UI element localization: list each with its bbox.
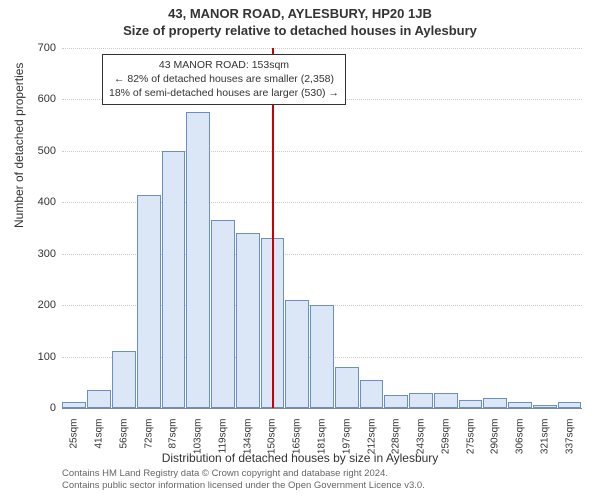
annotation-line2: ← 82% of detached houses are smaller (2,…	[109, 72, 339, 86]
histogram-bar	[409, 393, 433, 408]
page-subtitle: Size of property relative to detached ho…	[0, 21, 600, 38]
y-tick-label: 700	[16, 42, 56, 54]
histogram-bar	[360, 380, 384, 408]
histogram-bar	[62, 402, 86, 408]
x-axis-title: Distribution of detached houses by size …	[0, 451, 600, 465]
annotation-line1: 43 MANOR ROAD: 153sqm	[109, 58, 339, 72]
y-tick-label: 100	[16, 351, 56, 363]
grid-line	[62, 408, 582, 409]
histogram-bar	[558, 402, 582, 408]
y-tick-label: 300	[16, 248, 56, 260]
histogram-bar	[211, 220, 235, 408]
histogram-bar	[434, 393, 458, 408]
histogram-bar	[236, 233, 260, 408]
histogram-bar	[112, 351, 136, 408]
annotation-box: 43 MANOR ROAD: 153sqm← 82% of detached h…	[102, 54, 346, 105]
histogram-bar	[533, 405, 557, 408]
histogram-bar	[459, 400, 483, 408]
attribution-text: Contains HM Land Registry data © Crown c…	[62, 468, 425, 493]
histogram-bar	[162, 151, 186, 408]
histogram-bar	[508, 402, 532, 408]
grid-line	[62, 48, 582, 49]
annotation-line3: 18% of semi-detached houses are larger (…	[109, 86, 339, 100]
histogram-bar	[483, 398, 507, 408]
histogram-bar	[186, 112, 210, 408]
histogram-bar	[384, 395, 408, 408]
histogram-bar	[87, 390, 111, 408]
y-tick-label: 500	[16, 145, 56, 157]
attribution-line2: Contains public sector information licen…	[62, 480, 425, 492]
histogram-plot: 010020030040050060070025sqm41sqm56sqm72s…	[62, 48, 582, 408]
attribution-line1: Contains HM Land Registry data © Crown c…	[62, 468, 425, 480]
chart-area: 010020030040050060070025sqm41sqm56sqm72s…	[62, 48, 582, 408]
page-address-title: 43, MANOR ROAD, AYLESBURY, HP20 1JB	[0, 0, 600, 21]
root: 43, MANOR ROAD, AYLESBURY, HP20 1JB Size…	[0, 0, 600, 500]
y-tick-label: 200	[16, 299, 56, 311]
y-tick-label: 600	[16, 93, 56, 105]
histogram-bar	[310, 305, 334, 408]
histogram-bar	[285, 300, 309, 408]
grid-line	[62, 151, 582, 152]
histogram-bar	[335, 367, 359, 408]
y-tick-label: 400	[16, 196, 56, 208]
histogram-bar	[137, 195, 161, 408]
y-tick-label: 0	[16, 402, 56, 414]
